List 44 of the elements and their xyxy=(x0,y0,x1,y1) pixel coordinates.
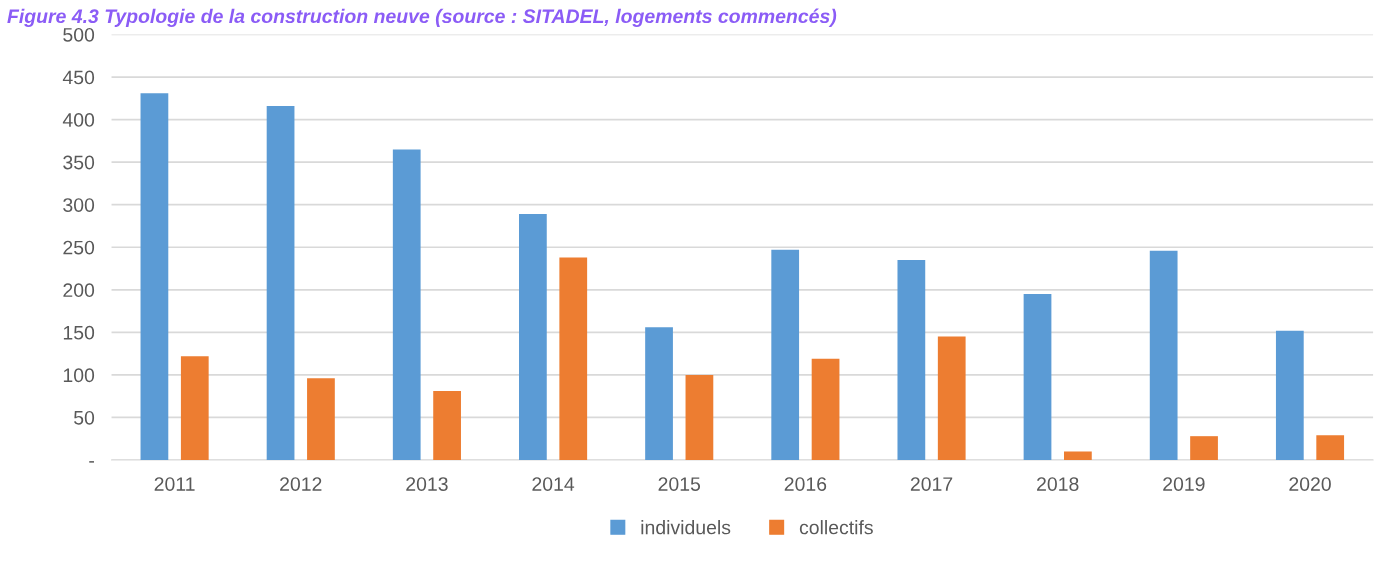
y-tick-label: 200 xyxy=(63,283,95,298)
y-tick-label: 500 xyxy=(63,27,95,42)
y-tick-label: 50 xyxy=(74,410,95,425)
x-tick-label: 2013 xyxy=(406,477,448,491)
x-tick-label: 2017 xyxy=(910,477,953,491)
bar xyxy=(897,260,926,460)
bar xyxy=(559,257,588,460)
y-tick-label: 100 xyxy=(63,368,95,383)
y-tick-label: 450 xyxy=(62,70,95,85)
legend-label: individuels xyxy=(641,520,731,535)
x-tick-label: 2018 xyxy=(1037,477,1079,491)
y-tick-label: 350 xyxy=(63,155,95,170)
x-tick-label: 2019 xyxy=(1163,477,1205,491)
bar xyxy=(140,93,169,460)
bar xyxy=(266,105,295,460)
x-tick-label: 2011 xyxy=(154,477,195,491)
bar xyxy=(519,214,547,460)
bar xyxy=(1149,250,1178,460)
x-tick-label: 2012 xyxy=(280,477,322,491)
x-tick-label: 2015 xyxy=(658,477,701,491)
bar xyxy=(392,149,421,460)
x-tick-label: 2016 xyxy=(784,477,827,491)
y-tick-label: - xyxy=(89,461,94,463)
x-tick-label: 2014 xyxy=(532,477,575,491)
bar xyxy=(180,356,209,460)
bar xyxy=(1190,436,1218,460)
bar xyxy=(937,336,966,460)
legend-label: collectifs xyxy=(799,520,873,535)
bar xyxy=(307,378,335,460)
bar xyxy=(1275,330,1304,460)
bar xyxy=(1316,435,1345,460)
bar xyxy=(685,374,714,460)
y-tick-label: 150 xyxy=(63,325,95,340)
bar xyxy=(811,358,840,460)
y-tick-label: 400 xyxy=(62,113,95,127)
chart-title: Figure 4.3 Typologie de la construction neuve (source : SITADEL, logements commencés) xyxy=(7,8,837,27)
bar xyxy=(433,391,461,460)
bar xyxy=(1023,294,1052,460)
bar xyxy=(771,249,800,460)
x-tick-label: 2020 xyxy=(1289,477,1331,491)
y-tick-label: 300 xyxy=(63,198,95,212)
bar xyxy=(645,327,673,460)
y-tick-label: 250 xyxy=(63,240,95,255)
bar xyxy=(1064,451,1092,460)
